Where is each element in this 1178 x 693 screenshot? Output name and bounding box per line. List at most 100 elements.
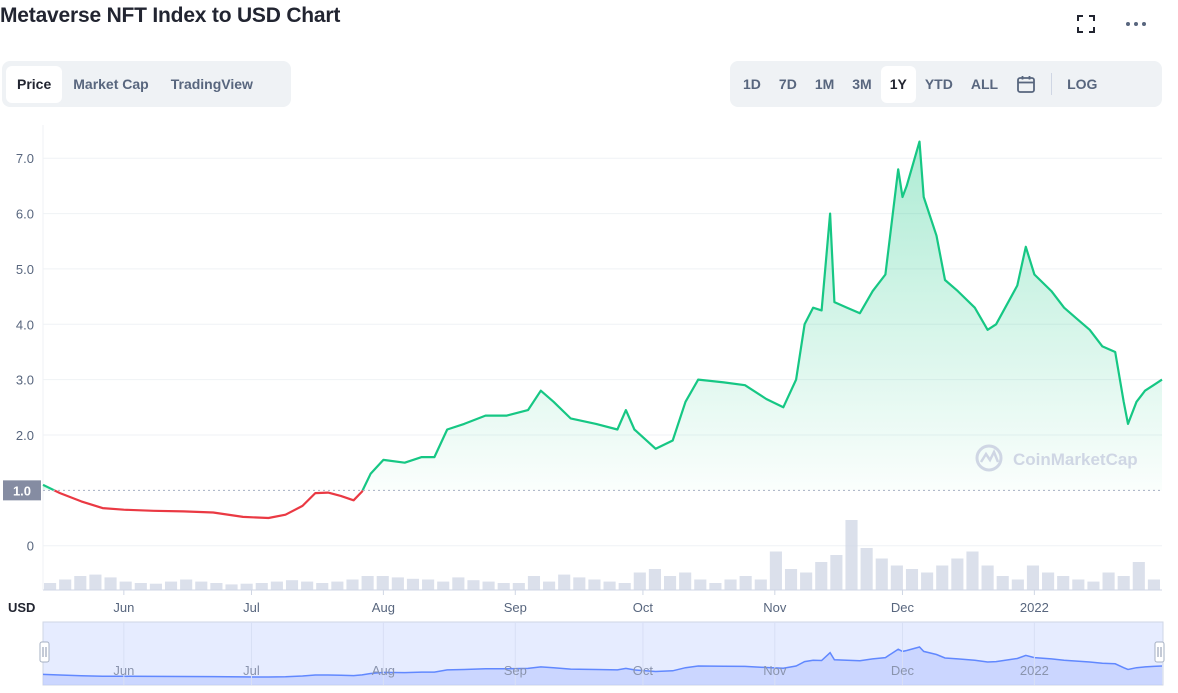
navigator-x-label: Oct: [633, 663, 654, 678]
more-horizontal-icon[interactable]: [1122, 10, 1150, 38]
range-7d[interactable]: 7D: [778, 76, 797, 92]
range-divider: [1051, 73, 1053, 95]
navigator-window: [42, 621, 1164, 686]
range-ytd[interactable]: YTD: [924, 76, 953, 92]
volume-bar: [724, 579, 737, 590]
volume-bar: [391, 577, 404, 590]
x-tick-label: Jul: [243, 600, 260, 615]
range-navigator[interactable]: Jun Jul Aug Sep Oct Nov Dec 2022: [39, 621, 1165, 686]
view-tab-group: Price Market Cap TradingView: [2, 61, 291, 107]
volume-bar: [104, 577, 117, 590]
navigator-x-label: Dec: [891, 663, 915, 678]
volume-bar: [1087, 581, 1100, 590]
tab-price[interactable]: Price: [6, 65, 63, 103]
range-3m[interactable]: 3M: [852, 76, 872, 92]
range-1y[interactable]: 1Y: [880, 65, 916, 103]
expand-icon-glyph: [1077, 15, 1095, 33]
volume-bar: [74, 576, 87, 590]
baseline-tag-label: 1.0: [13, 483, 31, 498]
volume-bar: [1026, 565, 1040, 590]
y-tick-label: 0: [27, 539, 34, 554]
range-1d[interactable]: 1D: [743, 76, 761, 92]
volume-bar: [406, 578, 420, 590]
calendar-icon[interactable]: [1007, 66, 1045, 103]
baseline-marker: 1.0: [3, 480, 1162, 501]
volume-bar: [301, 581, 314, 590]
volume-bar: [285, 580, 299, 590]
volume-bar: [754, 579, 767, 590]
volume-bar: [255, 583, 268, 590]
navigator-x-label: 2022: [1020, 663, 1049, 678]
navigator-x-label: Jun: [113, 663, 134, 678]
coinmarketcap-watermark: CoinMarketCap: [975, 444, 1138, 472]
expand-icon[interactable]: [1072, 10, 1100, 38]
volume-bar: [588, 579, 601, 590]
range-1m[interactable]: 1M: [814, 76, 835, 92]
volume-bar: [376, 576, 389, 590]
volume-bar: [543, 581, 556, 590]
navigator-handle-right: [1154, 641, 1165, 663]
volume-bar: [210, 583, 223, 590]
volume-bar: [633, 572, 646, 590]
navigator-x-label: Sep: [504, 663, 527, 678]
volume-bar: [467, 580, 480, 590]
range-all[interactable]: ALL: [970, 76, 999, 92]
volume-bar: [452, 577, 465, 590]
volume-bar: [784, 569, 798, 590]
volume-bar: [890, 565, 903, 590]
grid-lines: [42, 125, 1162, 590]
x-tick-label: Nov: [763, 600, 787, 615]
volume-bar: [1042, 572, 1055, 590]
y-tick-label: 5.0: [16, 262, 34, 277]
x-tick-label: Oct: [633, 600, 654, 615]
navigator-line: [42, 646, 1163, 678]
y-axis: 0 2.0 3.0 4.0 5.0 6.0 7.0: [16, 151, 34, 554]
volume-bar: [739, 576, 752, 590]
volume-bar: [679, 572, 692, 590]
volume-bar: [558, 574, 571, 590]
navigator-x-label: Nov: [763, 663, 787, 678]
volume-bar: [482, 581, 495, 590]
tab-tradingview[interactable]: TradingView: [170, 76, 253, 92]
calendar-icon-glyph: [1017, 76, 1035, 93]
volume-bar: [1011, 579, 1024, 590]
price-area: [42, 140, 1163, 520]
navigator-x-label: Aug: [372, 663, 395, 678]
price-area-fill: [43, 484, 55, 491]
x-tick-label: Jun: [113, 600, 134, 615]
tab-market-cap[interactable]: Market Cap: [73, 76, 149, 92]
volume-bar: [875, 558, 888, 590]
price-line-up: [42, 483, 55, 492]
y-tick-label: 6.0: [16, 207, 34, 222]
volume-bar: [149, 583, 162, 590]
volume-bar: [1057, 576, 1070, 590]
y-tick-label: 2.0: [16, 428, 34, 443]
volume-bar: [830, 555, 843, 590]
volume-bar: [240, 583, 253, 590]
x-tick-label: Aug: [372, 600, 395, 615]
navigator-area: [43, 647, 1162, 685]
range-tab-group: 1D 7D 1M 3M 1Y YTD ALL LOG: [730, 61, 1162, 107]
volume-bar: [346, 579, 359, 590]
volume-bar: [527, 576, 541, 590]
watermark-text: CoinMarketCap: [1013, 450, 1138, 469]
volume-bar: [905, 569, 919, 590]
volume-bar: [981, 565, 994, 590]
y-tick-label: 3.0: [16, 373, 34, 388]
log-toggle[interactable]: LOG: [1067, 76, 1098, 92]
volume-bar: [845, 520, 858, 590]
page-title: Metaverse NFT Index to USD Chart: [0, 4, 341, 27]
volume-bar: [769, 551, 782, 590]
volume-bar: [497, 583, 510, 590]
volume-bar: [709, 583, 722, 590]
x-tick-label: Sep: [504, 600, 527, 615]
volume-bar: [573, 577, 586, 590]
volume-bar: [180, 579, 193, 590]
volume-bar: [1147, 579, 1160, 590]
volume-bar: [618, 583, 631, 590]
volume-bar: [331, 581, 344, 590]
volume-bar: [663, 576, 677, 590]
volume-bar: [1117, 576, 1130, 590]
volume-bar: [1102, 572, 1115, 590]
volume-bar: [966, 551, 979, 590]
